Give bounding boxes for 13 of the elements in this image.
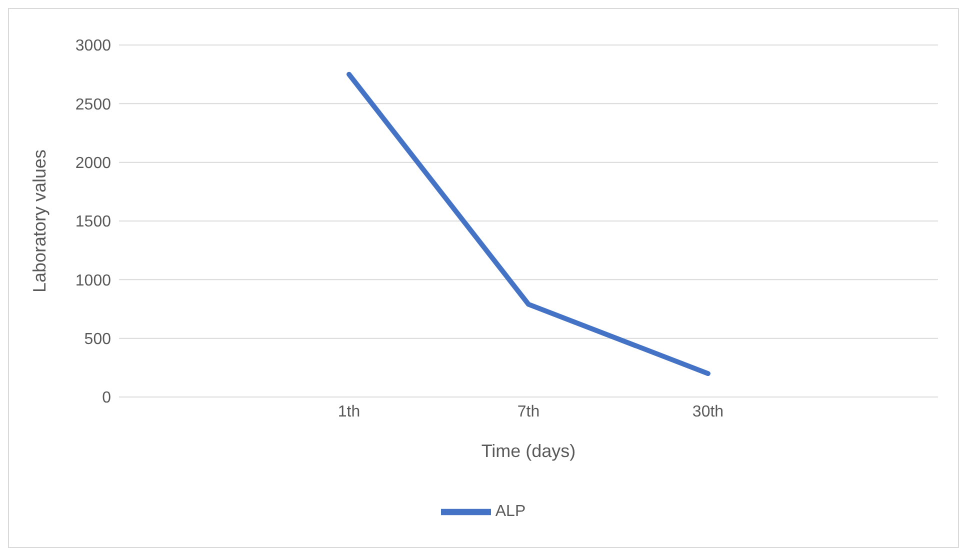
y-tick-label: 1000: [75, 272, 112, 290]
y-axis-title: Laboratory values: [29, 149, 50, 293]
y-tick-label: 0: [102, 390, 112, 407]
x-tick-label: 7th: [517, 403, 540, 420]
y-tick-label: 1500: [75, 214, 112, 231]
y-tick-label: 3000: [75, 38, 112, 55]
y-tick-label: 2000: [75, 155, 112, 172]
x-axis-title: Time (days): [481, 441, 576, 461]
legend-label: ALP: [495, 503, 526, 520]
x-tick-label: 30th: [692, 403, 724, 420]
y-tick-label: 2500: [75, 96, 112, 114]
x-tick-label: 1th: [338, 403, 360, 420]
y-tick-label: 500: [84, 331, 112, 348]
